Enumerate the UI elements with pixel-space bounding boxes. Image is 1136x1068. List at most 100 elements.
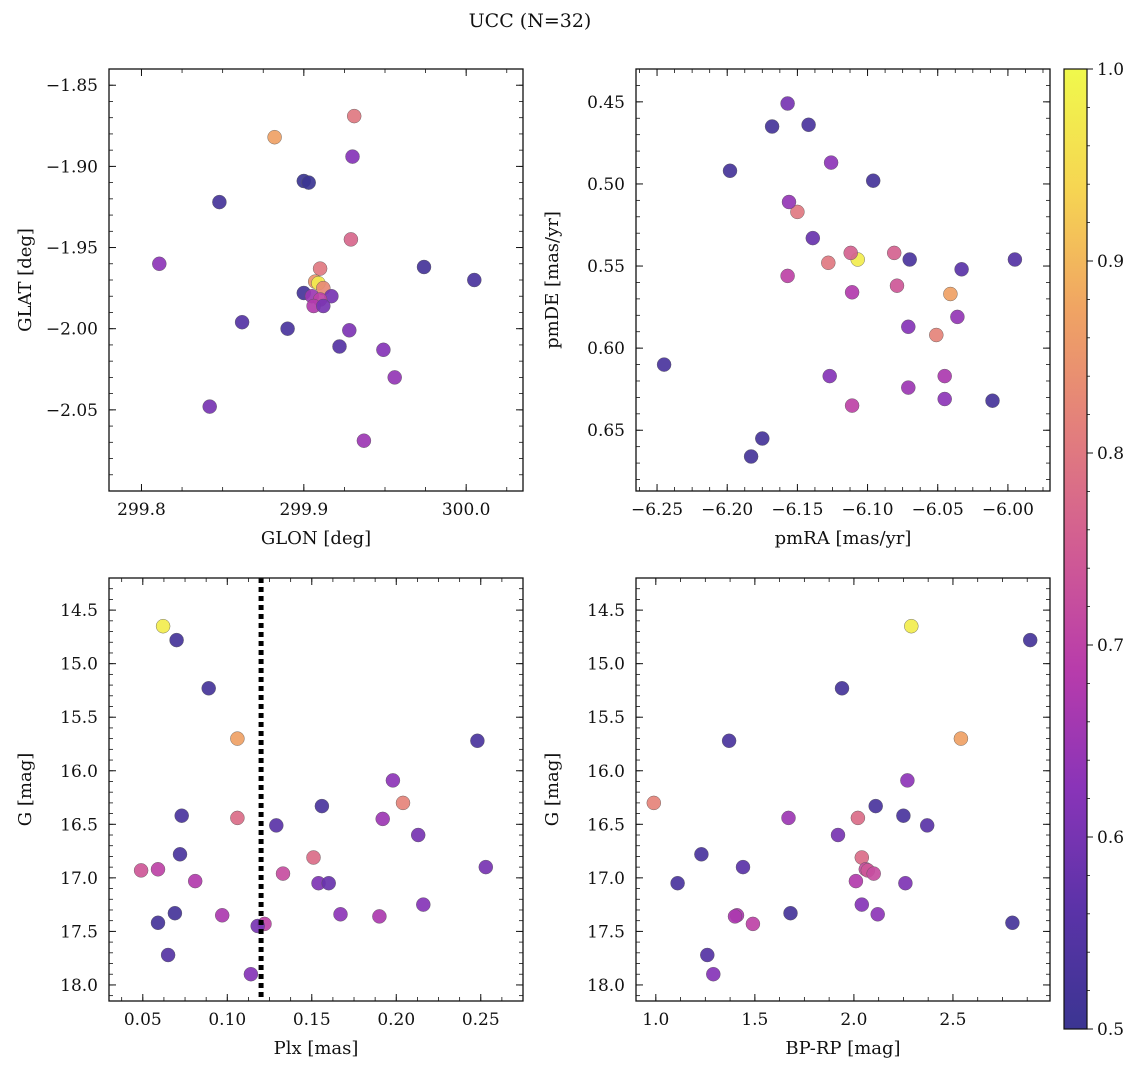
panel-pmra-pmde: −6.25 −6.20 −6.15 −6.10 −6.05 −6.00 0.45 0.50 0.…	[542, 68, 1051, 549]
scatter-point	[372, 909, 387, 924]
colorbar-tick-label: 0.8	[1097, 444, 1124, 464]
y-tick-label: −1.85	[46, 76, 98, 96]
scatter-point	[937, 391, 952, 407]
x-tick-label: 299.9	[279, 500, 328, 520]
scatter-point	[347, 108, 362, 124]
scatter-point	[781, 810, 796, 826]
x-tick-label: 1.0	[642, 1010, 669, 1030]
scatter-point	[230, 731, 245, 746]
scatter-point	[387, 370, 402, 385]
scatter-point	[214, 908, 230, 923]
scatter-point	[670, 876, 685, 891]
scatter-point	[822, 368, 837, 384]
scatter-point	[478, 859, 493, 875]
panel-plx-g: 0.05 0.10 0.15 0.20 0.25 14.5 15.0 15.5 16.0 16.5…	[15, 577, 524, 1059]
scatter-point	[133, 863, 149, 878]
scatter-point	[783, 906, 798, 921]
scatter-point	[202, 399, 217, 414]
scatter-point	[706, 967, 721, 982]
scatter-point	[332, 339, 347, 354]
colorbar: 0.5 0.6 0.7 0.8 0.9 1.0	[1063, 60, 1124, 1040]
x-tick-label: −6.10	[842, 500, 894, 520]
scatter-point	[174, 808, 189, 823]
scatter-point	[850, 810, 866, 826]
scatter-point	[187, 873, 203, 889]
scatter-point	[1007, 252, 1023, 267]
scatter-point	[343, 232, 359, 247]
scatter-point	[395, 795, 411, 811]
scatter-point	[234, 315, 250, 330]
scatter-point	[321, 876, 336, 891]
scatter-point	[345, 149, 360, 164]
scatter-point	[868, 798, 883, 814]
scatter-point	[755, 431, 770, 446]
scatter-point	[411, 827, 426, 843]
scatter-point	[821, 255, 836, 270]
scatter-point	[954, 262, 969, 277]
scatter-point	[721, 733, 737, 748]
points-plx-g	[133, 619, 493, 982]
points-pmra-pmde	[656, 96, 1023, 464]
scatter-point	[781, 194, 797, 210]
scatter-point	[301, 175, 316, 190]
x-tick-label: 1.5	[741, 1010, 768, 1030]
scatter-point	[152, 256, 167, 271]
scatter-point	[722, 163, 738, 179]
points-bprp-g	[646, 619, 1038, 982]
scatter-point	[790, 204, 805, 220]
y-tick-label: 0.55	[587, 257, 625, 277]
scatter-point	[904, 619, 919, 634]
scatter-point	[901, 319, 916, 334]
y-tick-label: 16.0	[60, 762, 98, 782]
x-tick-label: 2.0	[840, 1010, 867, 1030]
x-tick-label: 0.10	[208, 1010, 246, 1030]
y-tick-label: 17.5	[587, 922, 625, 942]
scatter-point	[780, 96, 795, 111]
colorbar-gradient	[1063, 68, 1088, 1030]
scatter-point	[985, 393, 1000, 408]
scatter-point	[1005, 915, 1020, 930]
scatter-point	[896, 808, 911, 823]
y-tick-label: 16.5	[587, 815, 625, 835]
y-axis-label: pmDE [mas/yr]	[542, 211, 563, 349]
colorbar-tick-label: 0.6	[1097, 828, 1124, 848]
scatter-point	[201, 681, 216, 696]
scatter-point	[356, 433, 372, 448]
colorbar-tick-label: 0.5	[1097, 1020, 1124, 1040]
scatter-point	[155, 619, 171, 634]
scatter-point	[280, 321, 295, 336]
scatter-panels: 299.8 299.9 300.0 −1.85 −1.90 −1.95 −2.00 −2.05…	[15, 68, 1051, 1059]
scatter-point	[887, 245, 902, 261]
axes-frame	[635, 68, 1051, 492]
x-tick-label: 0.20	[377, 1010, 415, 1030]
y-tick-label: −1.90	[46, 157, 98, 177]
x-tick-label: 0.15	[293, 1010, 331, 1030]
x-axis-label: GLON [deg]	[261, 528, 371, 549]
scatter-point	[764, 119, 780, 134]
scatter-point	[900, 773, 915, 788]
scatter-point	[172, 847, 188, 862]
y-tick-label: −2.05	[46, 401, 98, 421]
scatter-point	[801, 117, 816, 133]
scatter-point	[646, 795, 661, 811]
x-axis-label: Plx [mas]	[274, 1038, 359, 1059]
x-tick-label: 300.0	[442, 500, 491, 520]
scatter-point	[312, 261, 328, 276]
scatter-point	[150, 862, 166, 877]
scatter-point	[150, 915, 166, 930]
y-tick-label: 14.5	[587, 601, 625, 621]
y-tick-label: 0.60	[587, 339, 625, 359]
scatter-point	[267, 129, 282, 145]
panel-bprp-g: 1.0 1.5 2.0 2.5 14.5 15.0 15.5 16.0 16.5 17.0 17.5…	[542, 577, 1051, 1059]
scatter-point	[834, 681, 850, 696]
scatter-point	[805, 230, 820, 246]
y-tick-label: 17.0	[587, 869, 625, 889]
scatter-point	[385, 773, 401, 788]
scatter-point	[416, 259, 432, 275]
scatter-point	[230, 810, 245, 826]
scatter-point	[870, 907, 885, 922]
scatter-point	[953, 731, 969, 746]
y-tick-label: 15.0	[60, 655, 98, 675]
axes-frame	[635, 577, 1051, 1002]
scatter-point	[901, 380, 916, 395]
